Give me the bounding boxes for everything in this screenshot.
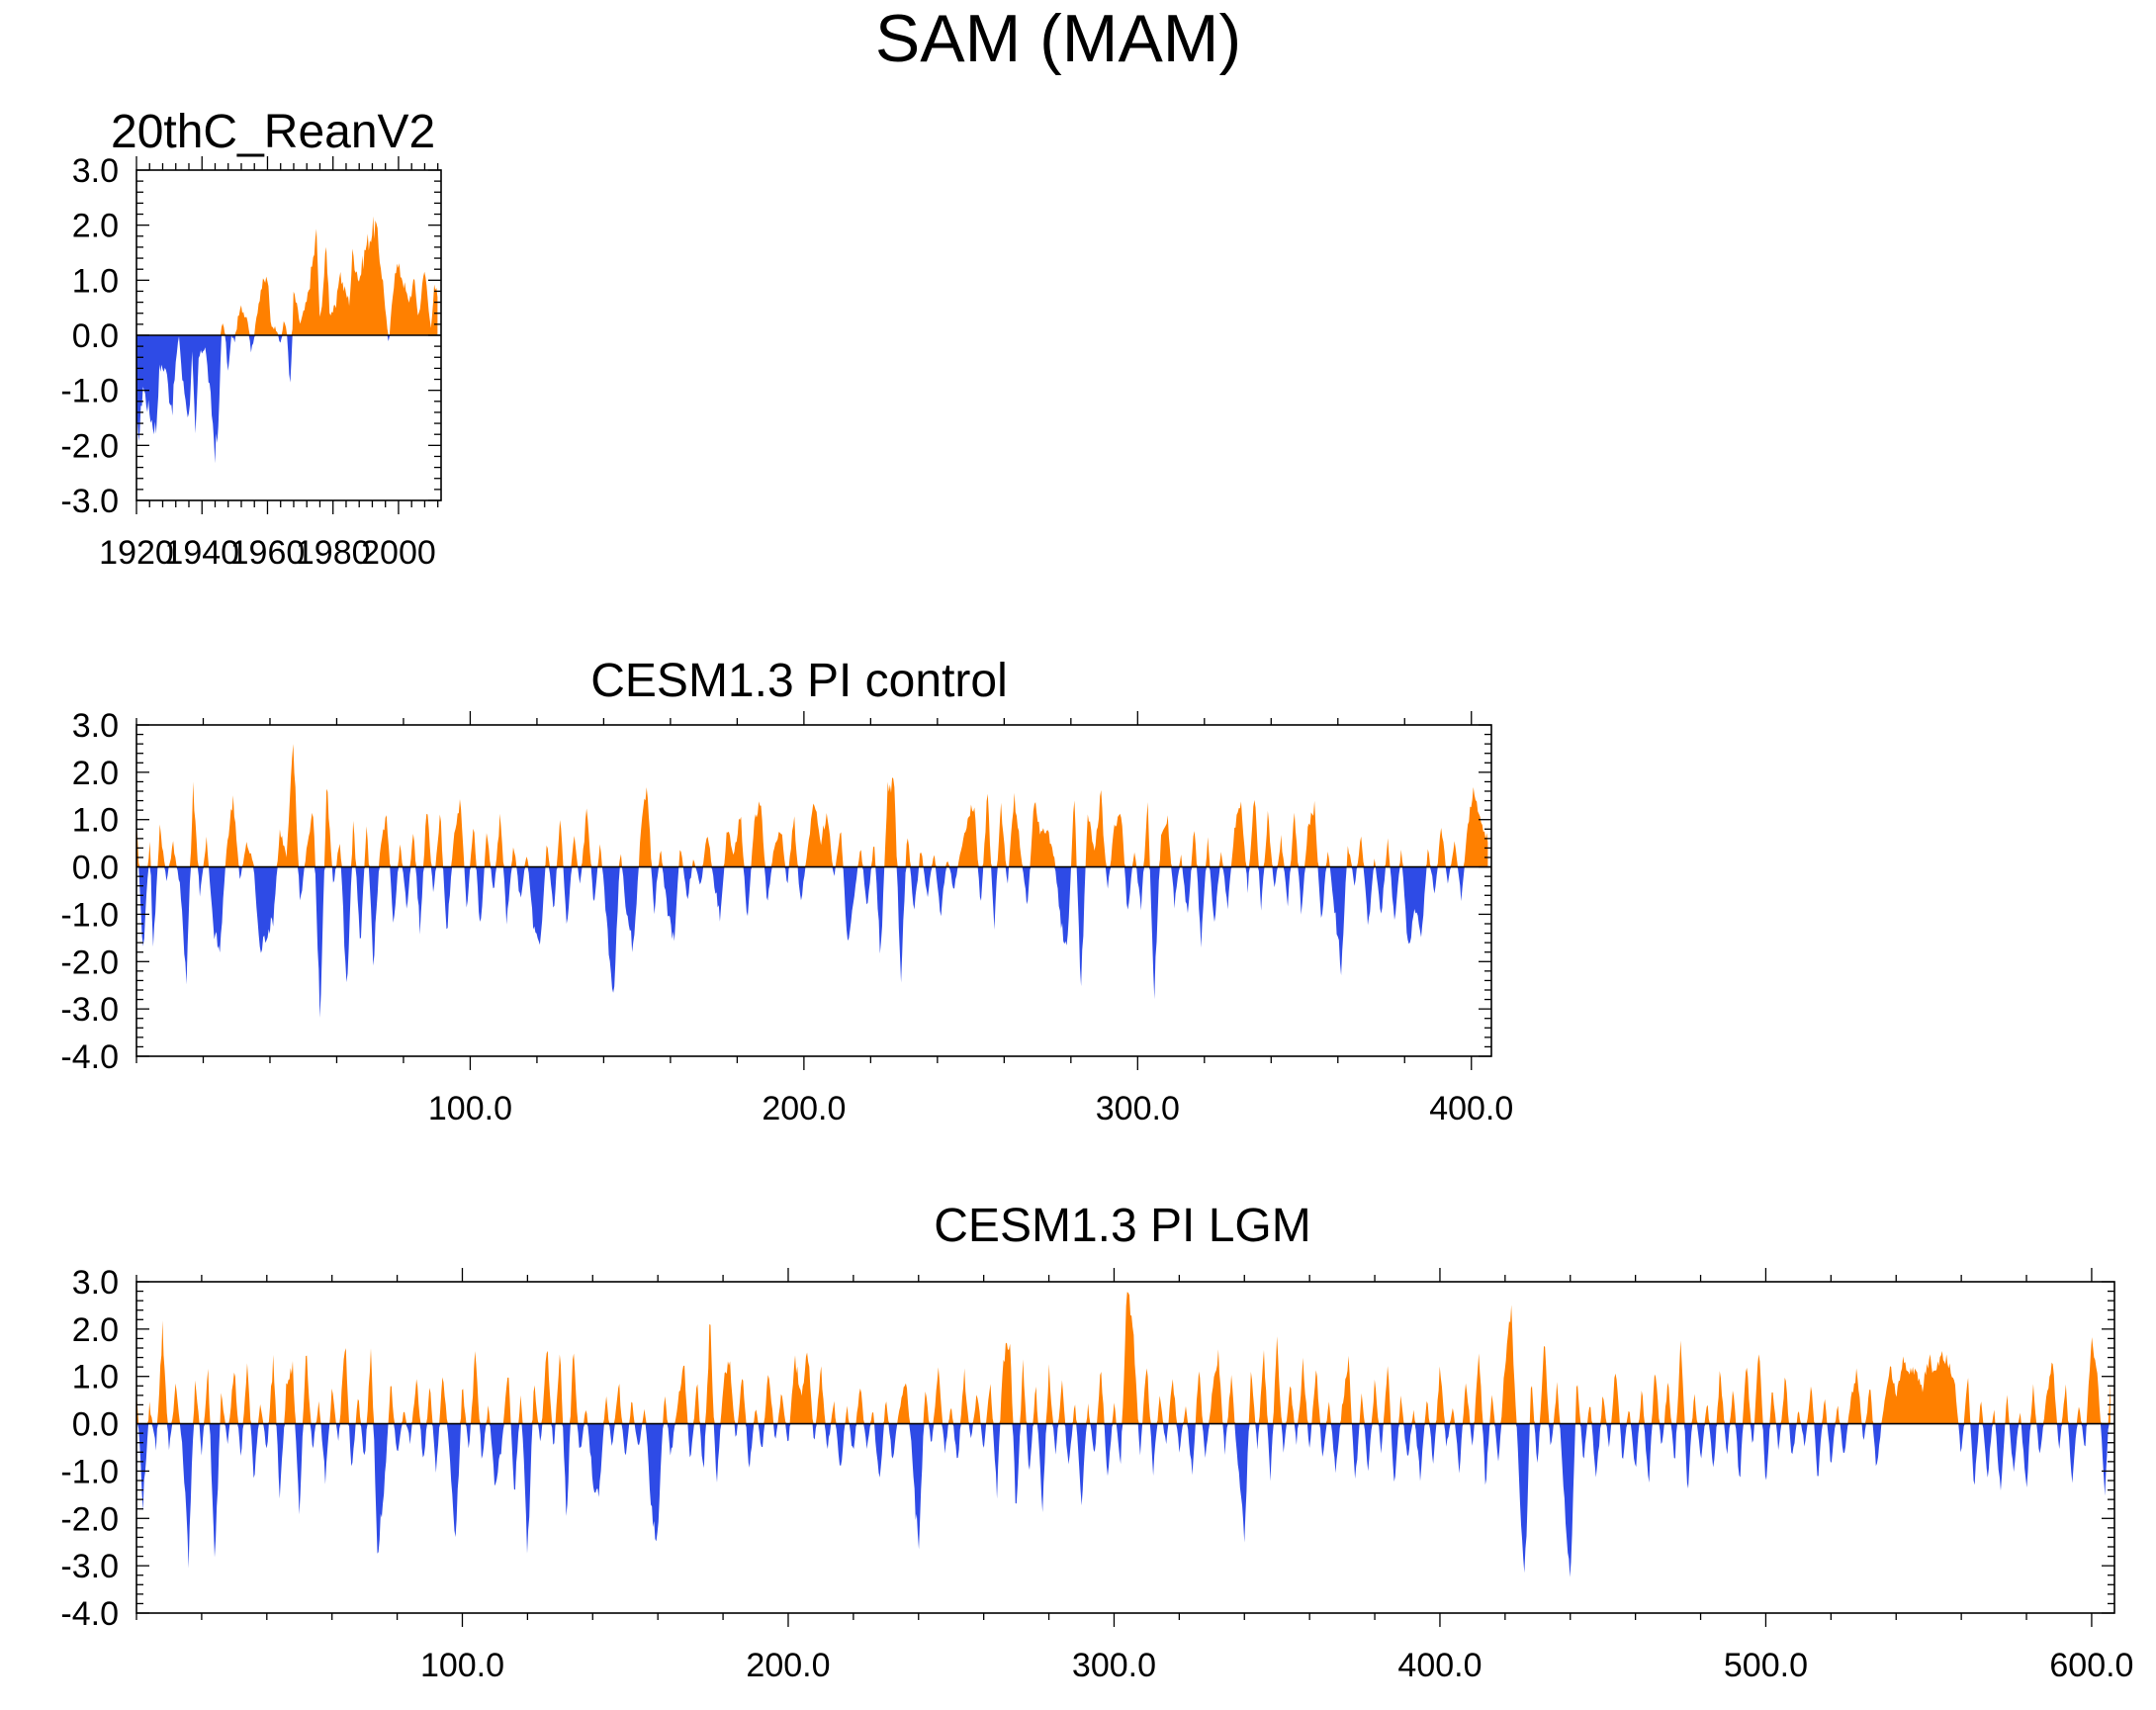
negative-anomaly-area-picontrol <box>136 866 1488 1019</box>
plot-area-picontrol: 3.0 2.0 1.0 0.0 -1.0 -2.0 -3.0 -4.0 100.0 200.0 30… <box>60 707 1513 1127</box>
y-tick-label-picontrol: -3.0 <box>60 991 119 1029</box>
y-tick-label-picontrol: 2.0 <box>72 755 119 792</box>
panel-title-rean: 20thC_ReanV2 <box>111 106 435 158</box>
x-tick-label-pilgm: 600.0 <box>2049 1647 2133 1684</box>
y-tick-label-rean: 0.0 <box>72 317 119 355</box>
y-tick-label-picontrol: -1.0 <box>60 896 119 934</box>
plot-frame-pilgm <box>135 1281 2115 1614</box>
y-tick-label-pilgm: 0.0 <box>72 1406 119 1444</box>
x-tick-label-picontrol: 400.0 <box>1429 1090 1513 1127</box>
positive-anomaly-area-picontrol <box>136 744 1488 867</box>
y-tick-label-rean: -3.0 <box>60 483 119 520</box>
panel-title-pilgm: CESM1.3 PI LGM <box>934 1200 1310 1252</box>
chart-panel-rean: 20thC_ReanV2 3.0 2.0 1.0 0.0 -1.0 -2.0 -3.0 192… <box>60 106 442 572</box>
positive-anomaly-area-rean <box>136 216 438 335</box>
y-tick-label-picontrol: 1.0 <box>72 802 119 840</box>
x-tick-label-picontrol: 100.0 <box>428 1090 512 1127</box>
y-tick-label-pilgm: -3.0 <box>60 1548 119 1585</box>
y-tick-label-rean: 3.0 <box>72 152 119 190</box>
positive-anomaly-area-pilgm <box>136 1292 2111 1424</box>
panel-title-picontrol: CESM1.3 PI control <box>590 655 1008 707</box>
figure-title: SAM (MAM) <box>875 1 1241 76</box>
x-tick-label-picontrol: 300.0 <box>1096 1090 1180 1127</box>
plot-area-rean: 3.0 2.0 1.0 0.0 -1.0 -2.0 -3.0 1920194019601980… <box>60 152 442 572</box>
y-tick-label-rean: -2.0 <box>60 427 119 465</box>
plot-frame-picontrol <box>135 724 1492 1057</box>
x-tick-label-rean: 2000 <box>361 534 436 572</box>
y-tick-label-pilgm: 3.0 <box>72 1264 119 1302</box>
x-tick-label-rean: 1980 <box>296 534 371 572</box>
y-tick-label-pilgm: -1.0 <box>60 1453 119 1490</box>
y-tick-label-rean: -1.0 <box>60 373 119 410</box>
y-tick-label-pilgm: -2.0 <box>60 1500 119 1538</box>
y-tick-label-pilgm: -4.0 <box>60 1595 119 1633</box>
negative-anomaly-area-rean <box>136 335 438 464</box>
y-tick-label-picontrol: -2.0 <box>60 944 119 981</box>
x-tick-label-rean: 1960 <box>230 534 306 572</box>
y-tick-label-picontrol: 3.0 <box>72 707 119 745</box>
x-tick-label-rean: 1940 <box>164 534 239 572</box>
x-tick-label-rean: 1920 <box>99 534 174 572</box>
plot-area-pilgm: 3.0 2.0 1.0 0.0 -1.0 -2.0 -3.0 -4.0 100.0 200.0 30… <box>60 1264 2133 1684</box>
x-tick-label-pilgm: 200.0 <box>746 1647 830 1684</box>
y-tick-label-pilgm: 2.0 <box>72 1311 119 1349</box>
x-tick-label-pilgm: 100.0 <box>420 1647 504 1684</box>
x-tick-label-pilgm: 500.0 <box>1724 1647 1808 1684</box>
chart-panel-picontrol: CESM1.3 PI control 3.0 2.0 1.0 0.0 -1.0 -2.0 -… <box>60 655 1513 1127</box>
y-tick-label-pilgm: 1.0 <box>72 1359 119 1396</box>
y-tick-label-rean: 1.0 <box>72 262 119 300</box>
chart-panel-pilgm: CESM1.3 PI LGM 3.0 2.0 1.0 0.0 -1.0 -2.0 -3.0 -… <box>60 1200 2133 1684</box>
negative-anomaly-area-pilgm <box>136 1423 2111 1577</box>
y-tick-label-rean: 2.0 <box>72 208 119 245</box>
y-tick-label-picontrol: 0.0 <box>72 850 119 887</box>
x-tick-label-pilgm: 300.0 <box>1072 1647 1156 1684</box>
x-tick-label-picontrol: 200.0 <box>762 1090 846 1127</box>
x-tick-label-pilgm: 400.0 <box>1397 1647 1482 1684</box>
y-tick-label-picontrol: -4.0 <box>60 1038 119 1076</box>
